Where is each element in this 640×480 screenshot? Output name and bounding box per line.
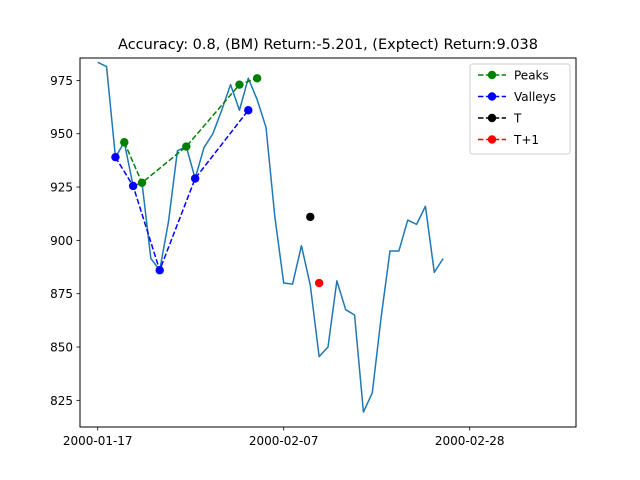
peaks-marker (252, 74, 262, 83)
legend-marker (487, 92, 497, 101)
valleys-marker (111, 152, 120, 162)
valleys-marker (155, 266, 164, 275)
valleys-marker (244, 106, 253, 115)
valleys-marker (128, 181, 138, 191)
y-tick-label: 850 (50, 341, 73, 355)
peaks-marker (182, 142, 191, 151)
x-tick-label: 2000-01-17 (63, 434, 133, 448)
peaks-marker (235, 80, 244, 89)
y-tick-label: 875 (50, 287, 73, 301)
x-tick-label: 2000-02-28 (435, 434, 505, 448)
price-line (97, 61, 444, 413)
legend-label: T (513, 112, 522, 126)
y-tick-label: 950 (50, 127, 73, 141)
x-tick-label: 2000-02-07 (249, 434, 319, 448)
chart-title: Accuracy: 0.8, (BM) Return:-5.201, (Expt… (118, 37, 538, 53)
legend-marker (487, 113, 497, 123)
x-axis: 2000-01-17 2000-02-07 2000-02-28 (63, 427, 505, 448)
t-1-marker (314, 278, 324, 288)
peaks-marker (120, 138, 129, 147)
axes-frame (79, 57, 577, 428)
y-tick-label: 900 (50, 234, 73, 248)
legend: Peaks Valleys T T+1 (469, 63, 571, 155)
y-axis: 825 850 875 900 925 950 975 (50, 74, 80, 408)
t-marker (306, 212, 315, 222)
y-tick-label: 825 (50, 394, 73, 408)
y-tick-label: 975 (50, 74, 73, 88)
legend-label: Valleys (514, 90, 556, 104)
legend-marker (487, 135, 497, 144)
legend-label: Peaks (514, 69, 549, 83)
legend-frame (469, 63, 571, 155)
legend-label: T+1 (513, 133, 539, 147)
plot-area (97, 61, 444, 413)
valleys-marker (190, 174, 200, 183)
legend-marker (487, 70, 497, 80)
y-tick-label: 925 (50, 181, 73, 195)
peaks-marker (137, 178, 147, 187)
